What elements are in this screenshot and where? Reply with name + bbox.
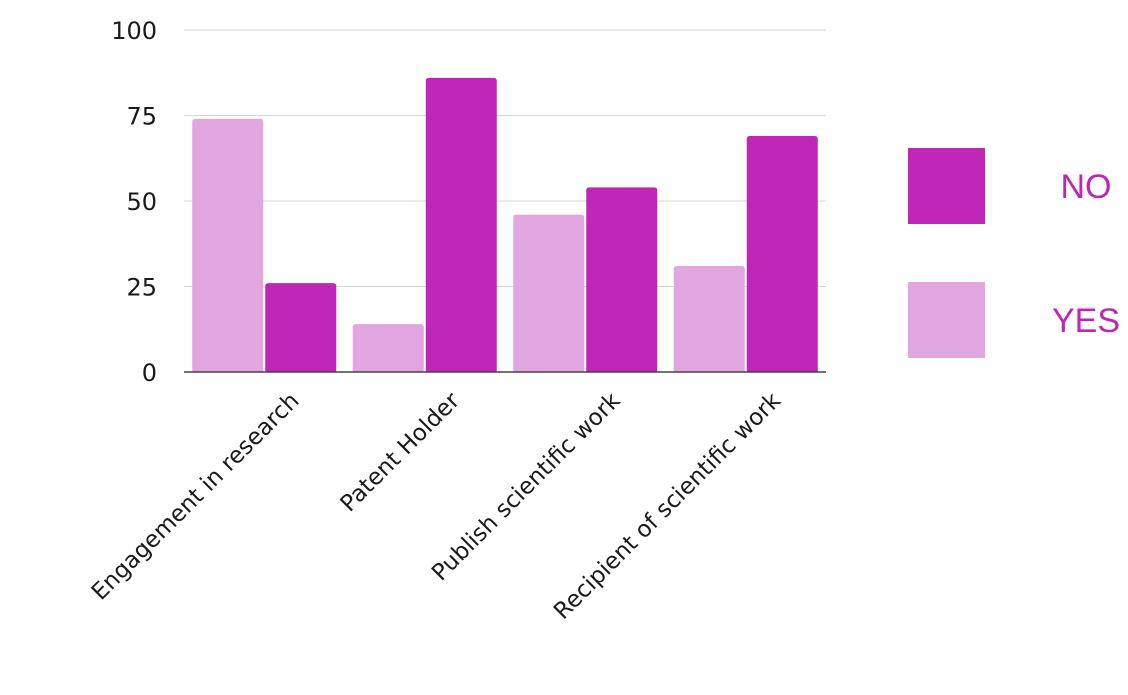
legend-label-yes: YES xyxy=(1052,302,1120,340)
bar-no xyxy=(586,187,658,372)
gridlines xyxy=(184,29,826,287)
x-axis-category-labels: Engagement in research Patent HolderPubli… xyxy=(87,387,787,624)
y-axis-ticks: 0 25 50 75 100 xyxy=(111,17,157,387)
legend-label-no: NO xyxy=(1061,168,1112,206)
x-category-label: Patent Holder xyxy=(336,387,466,517)
y-tick-label: 25 xyxy=(126,274,157,302)
bar-yes xyxy=(673,265,745,372)
bar-yes xyxy=(513,214,585,372)
legend: NO YES xyxy=(908,148,1120,358)
x-category-label: Publish scientific work xyxy=(427,387,626,586)
y-tick-label: 100 xyxy=(111,17,157,45)
bars xyxy=(192,77,818,372)
bar-yes xyxy=(352,324,424,372)
y-tick-label: 50 xyxy=(126,188,157,216)
y-tick-label: 0 xyxy=(142,359,157,387)
bar-no xyxy=(425,77,497,372)
bar-yes xyxy=(192,118,264,372)
y-tick-label: 75 xyxy=(126,103,157,131)
legend-swatch-no xyxy=(908,148,985,224)
legend-swatch-yes xyxy=(908,282,985,358)
x-category-label: Engagement in research xyxy=(87,388,305,606)
bar-no xyxy=(265,283,337,372)
bar-no xyxy=(746,136,818,372)
